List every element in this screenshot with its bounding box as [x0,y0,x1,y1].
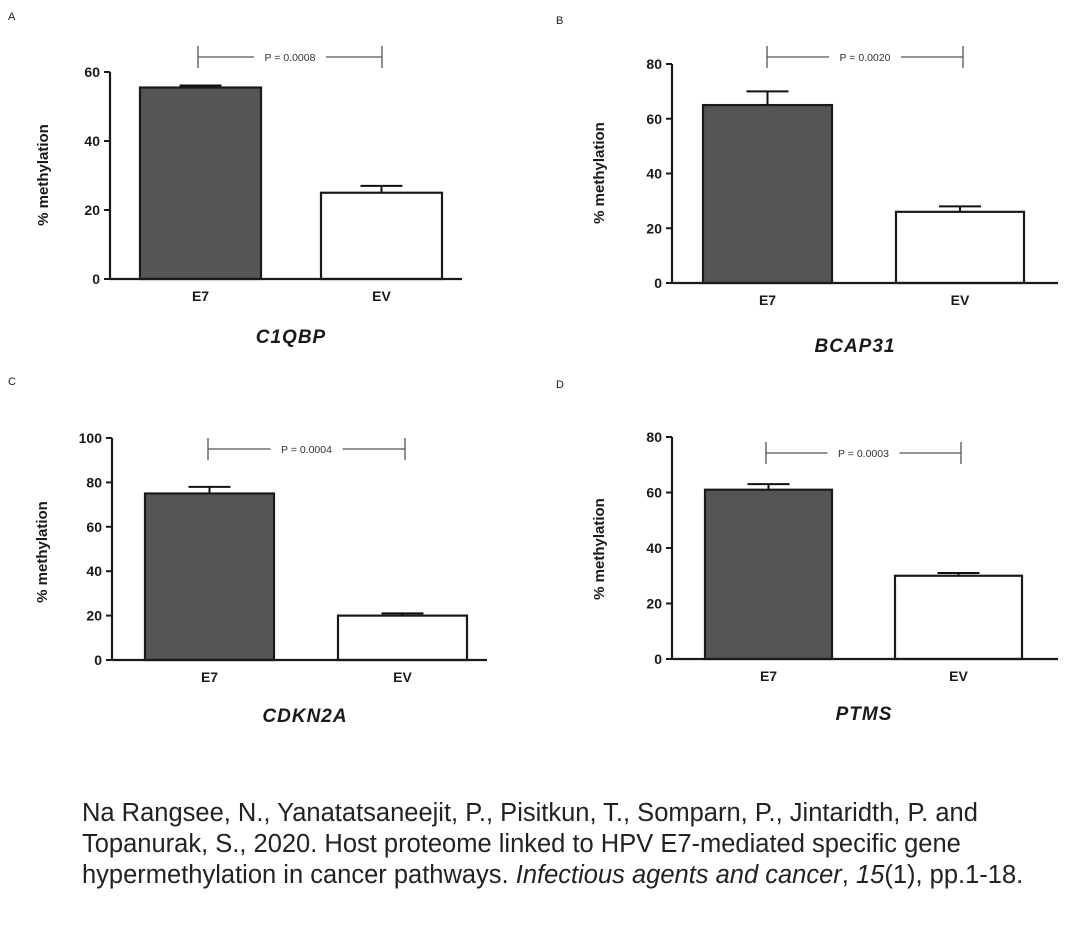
y-tick-label: 100 [79,430,103,446]
y-tick-label: 40 [84,133,100,149]
chart-title: CDKN2A [262,706,347,727]
category-label-ev: EV [951,292,970,308]
panel-letter: A [8,11,16,23]
chart-panel-d: D E7 EV 0 20 40 60 80 % methylation P = 0.0003 PTM… [556,379,1058,725]
citation-volume: 15 [855,861,885,889]
y-tick-label: 40 [646,166,662,182]
chart-panel-a: A E7 EV 0 20 40 60 % methylation P = 0.0008 C1QBP [8,11,462,348]
chart-panel-b: B E7 EV 0 20 40 60 80 % methylation P = 0.0020 BCA… [556,15,1058,357]
category-label-ev: EV [949,668,968,684]
p-value-label: P = 0.0003 [838,448,889,460]
category-label-e7: E7 [201,669,218,685]
y-tick-label: 0 [94,652,102,668]
bar-e7 [138,86,263,281]
panel-letter: C [8,376,16,388]
category-label-ev: EV [393,669,412,685]
y-tick-label: 0 [654,651,662,667]
y-tick-label: 80 [646,429,662,445]
citation-rest: (1), pp.1-18. [884,861,1024,889]
y-axis-label: % methylation [591,122,608,224]
bar-ev [319,191,444,281]
y-tick-label: 40 [86,563,102,579]
panel-letter: B [556,15,563,27]
y-tick-label: 60 [84,64,100,80]
y-tick-label: 20 [84,202,100,218]
panel-letter: D [556,379,564,391]
category-label-e7: E7 [192,288,209,304]
p-value-label: P = 0.0008 [265,52,316,64]
chart-title: BCAP31 [815,336,896,357]
y-tick-label: 20 [646,220,662,236]
y-tick-label: 60 [646,485,662,501]
bar-e7 [143,492,276,662]
chart-title: PTMS [836,704,893,725]
y-tick-label: 20 [86,608,102,624]
y-axis-label: % methylation [34,501,51,603]
bar-ev [894,210,1026,285]
bar-e7 [703,488,834,661]
p-value-label: P = 0.0020 [840,52,891,64]
citation: Na Rangsee, N., Yanatatsaneejit, P., Pis… [82,799,1024,889]
figure: A E7 EV 0 20 40 60 % methylation P = 0.0008 C1QBP… [8,11,1058,727]
citation-authors: Na Rangsee, N., Yanatatsaneejit, P., Pis… [82,799,978,889]
y-tick-label: 60 [646,111,662,127]
p-value-label: P = 0.0004 [281,444,332,456]
bar-ev [336,614,469,662]
y-tick-label: 20 [646,596,662,612]
category-label-e7: E7 [760,668,777,684]
y-tick-label: 60 [86,519,102,535]
y-tick-label: 0 [92,271,100,287]
category-label-ev: EV [372,288,391,304]
category-label-e7: E7 [759,292,776,308]
bar-e7 [701,103,834,285]
y-axis-label: % methylation [591,498,608,600]
y-tick-label: 80 [86,474,102,490]
chart-title: C1QBP [256,327,326,348]
bar-ev [893,574,1024,661]
chart-panel-c: C E7 EV 0 20 40 60 80 100 % methylation P = 0.0004… [8,376,487,727]
y-axis-label: % methylation [35,124,52,226]
y-tick-label: 40 [646,540,662,556]
y-tick-label: 0 [654,275,662,291]
citation-journal: Infectious agents and cancer [515,861,842,889]
y-tick-label: 80 [646,56,662,72]
